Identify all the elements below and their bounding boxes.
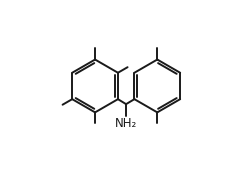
Text: NH₂: NH₂ [115, 117, 137, 130]
